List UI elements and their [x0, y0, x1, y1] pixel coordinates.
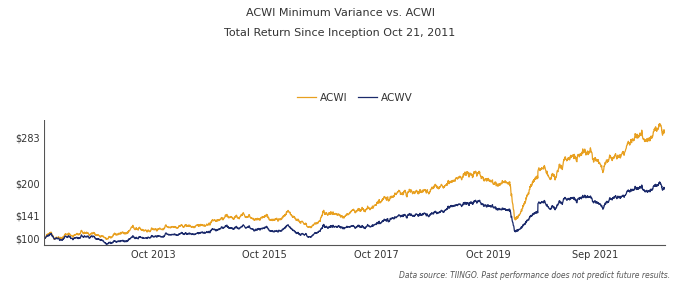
Text: Total Return Since Inception Oct 21, 2011: Total Return Since Inception Oct 21, 201… — [224, 28, 456, 38]
Line: ACWV: ACWV — [44, 182, 665, 244]
Text: ACWI Minimum Variance vs. ACWI: ACWI Minimum Variance vs. ACWI — [245, 8, 435, 18]
Line: ACWI: ACWI — [44, 124, 665, 239]
Text: Data source: TIINGO. Past performance does not predict future results.: Data source: TIINGO. Past performance do… — [398, 271, 670, 280]
Legend: ACWI, ACWV: ACWI, ACWV — [293, 88, 417, 107]
